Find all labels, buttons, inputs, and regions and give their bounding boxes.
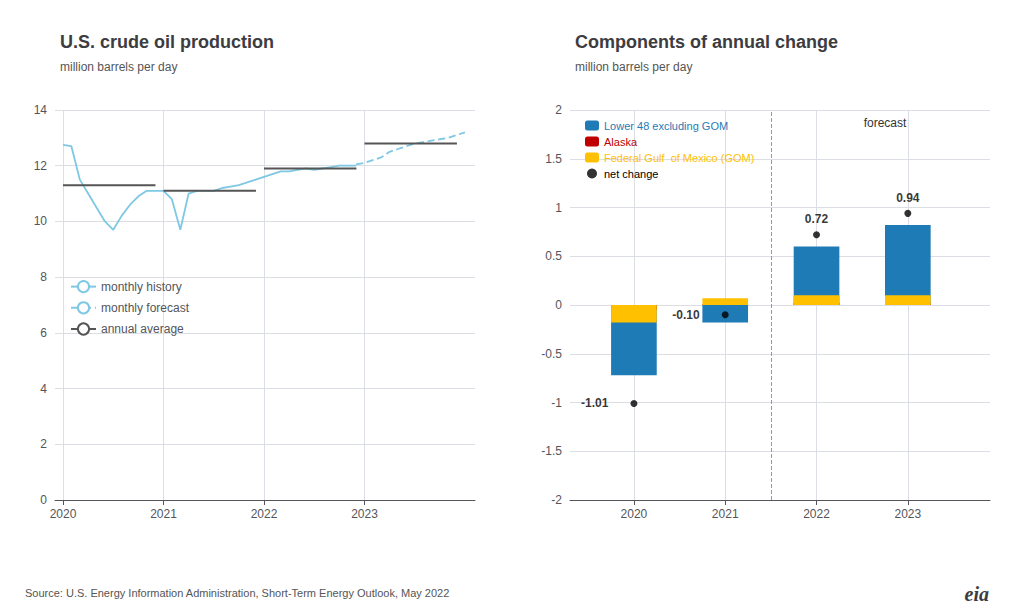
svg-text:2023: 2023 <box>894 507 921 521</box>
svg-text:0.94: 0.94 <box>896 191 920 205</box>
svg-text:1: 1 <box>555 201 562 215</box>
svg-text:forecast: forecast <box>864 116 907 130</box>
svg-text:6: 6 <box>40 326 47 340</box>
svg-text:Lower 48 excluding GOM: Lower 48 excluding GOM <box>604 120 728 132</box>
svg-text:annual average: annual average <box>101 322 184 336</box>
svg-text:2: 2 <box>40 437 47 451</box>
svg-text:1.5: 1.5 <box>545 152 562 166</box>
svg-text:2020: 2020 <box>50 507 77 521</box>
svg-text:-1: -1 <box>551 396 562 410</box>
svg-text:0.5: 0.5 <box>545 249 562 263</box>
svg-text:0: 0 <box>40 493 47 507</box>
svg-text:eia: eia <box>965 583 989 605</box>
svg-text:0.72: 0.72 <box>805 212 829 226</box>
svg-text:monthly history: monthly history <box>101 280 182 294</box>
svg-text:million barrels per day: million barrels per day <box>60 60 177 74</box>
svg-text:net change: net change <box>604 168 658 180</box>
svg-text:4: 4 <box>40 382 47 396</box>
svg-text:Alaska: Alaska <box>604 136 638 148</box>
svg-text:8: 8 <box>40 270 47 284</box>
svg-text:2021: 2021 <box>712 507 739 521</box>
svg-text:monthly forecast: monthly forecast <box>101 301 190 315</box>
svg-text:2022: 2022 <box>803 507 830 521</box>
svg-text:Source: U.S. Energy Informatio: Source: U.S. Energy Information Administ… <box>25 587 449 599</box>
svg-text:-1.5: -1.5 <box>541 444 562 458</box>
svg-text:2020: 2020 <box>621 507 648 521</box>
svg-text:Components of annual change: Components of annual change <box>575 32 838 52</box>
svg-text:14: 14 <box>34 103 48 117</box>
svg-text:12: 12 <box>34 159 48 173</box>
svg-text:2023: 2023 <box>351 507 378 521</box>
svg-text:2022: 2022 <box>251 507 278 521</box>
svg-text:0: 0 <box>555 298 562 312</box>
svg-text:2: 2 <box>555 103 562 117</box>
svg-text:million barrels per day: million barrels per day <box>575 60 692 74</box>
svg-text:-0.10: -0.10 <box>672 308 700 322</box>
svg-text:-1.01: -1.01 <box>581 396 609 410</box>
svg-text:10: 10 <box>34 214 48 228</box>
svg-text:-2: -2 <box>551 493 562 507</box>
svg-text:2021: 2021 <box>150 507 177 521</box>
svg-text:U.S. crude oil production: U.S. crude oil production <box>60 32 274 52</box>
svg-text:Federal Gulf of Mexico (GOM): Federal Gulf of Mexico (GOM) <box>604 152 754 164</box>
svg-text:-0.5: -0.5 <box>541 347 562 361</box>
